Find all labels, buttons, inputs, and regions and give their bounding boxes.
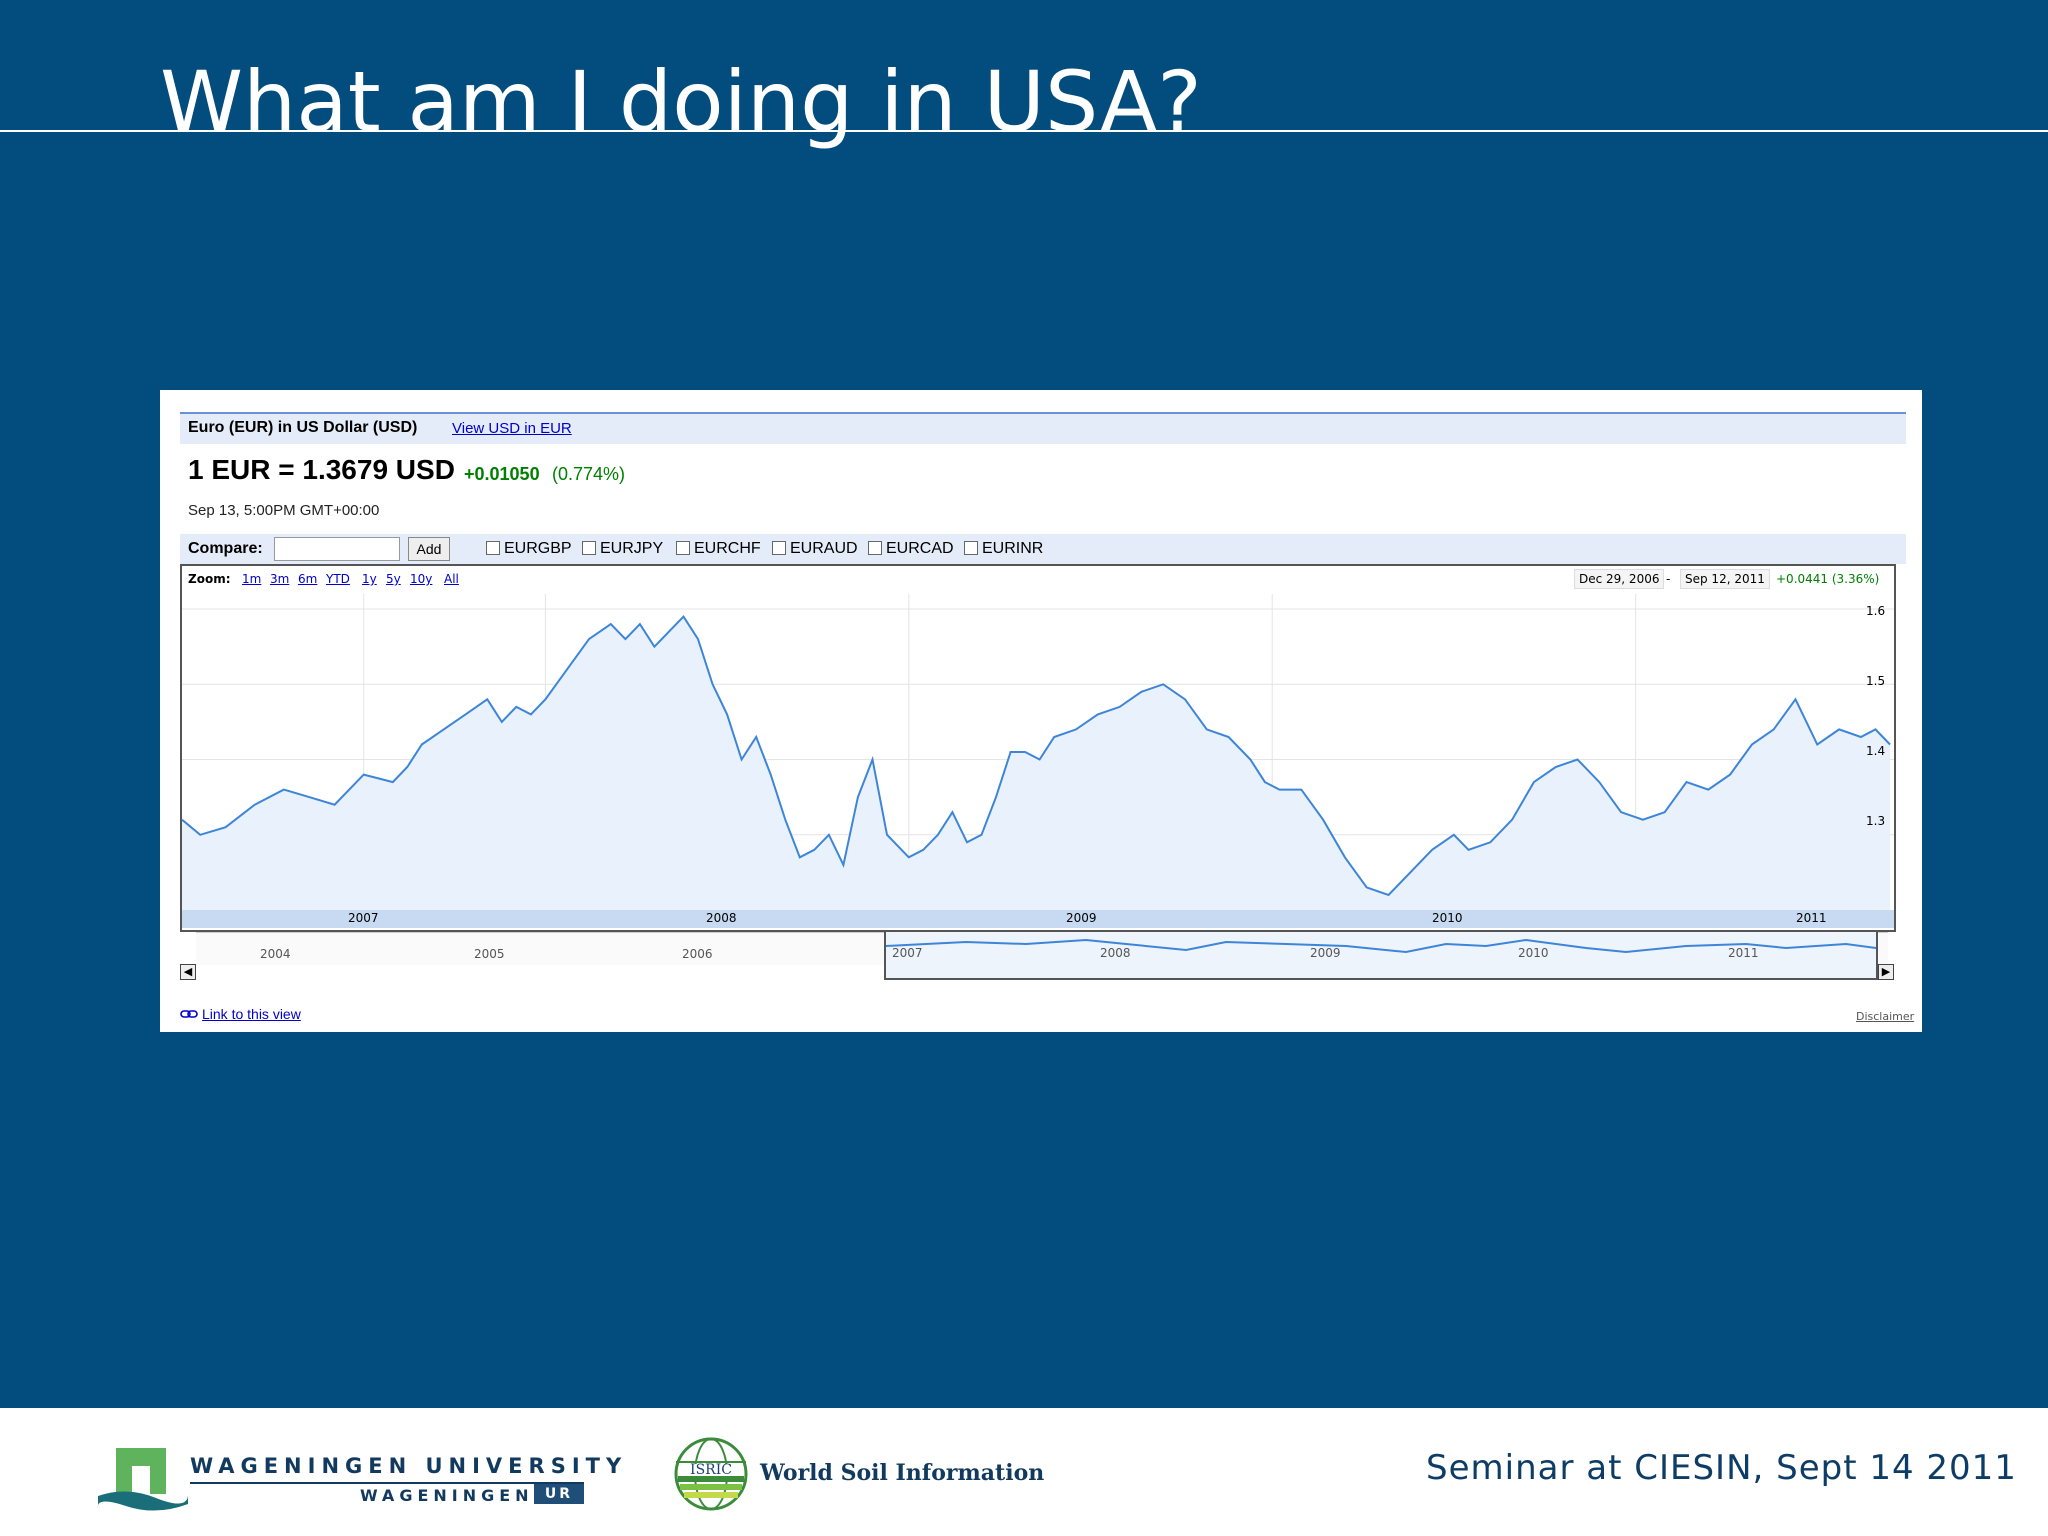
y-tick-1.3: 1.3: [1866, 814, 1886, 828]
nav-year-2006: 2006: [682, 947, 713, 961]
range-start-date[interactable]: Dec 29, 2006: [1574, 569, 1665, 589]
x-tick-2007: 2007: [348, 911, 379, 925]
slide-footer: WAGENINGEN UNIVERSITY WAGENINGEN UR ISRI…: [0, 1408, 2048, 1536]
add-button[interactable]: Add: [408, 537, 450, 561]
compare-bar: Compare: Add EURGBP EURJPY EURCHF EURAUD…: [180, 534, 1906, 564]
checkbox[interactable]: [676, 541, 690, 555]
view-usd-in-eur-link[interactable]: View USD in EUR: [452, 420, 572, 437]
compare-label-eurcad: EURCAD: [886, 540, 954, 557]
compare-eurgbp[interactable]: EURGBP: [486, 540, 572, 558]
scroll-right-button[interactable]: ▶: [1878, 964, 1894, 980]
timeline-sparkline: [885, 938, 1877, 954]
checkbox[interactable]: [772, 541, 786, 555]
nav-year-2011: 2011: [1728, 946, 1759, 960]
currency-pair-title: Euro (EUR) in US Dollar (USD): [188, 419, 418, 436]
timeline-navigator[interactable]: 2004 2005 2006 2007 2008 2009 2010 2011 …: [180, 932, 1894, 980]
nav-year-2004: 2004: [260, 947, 291, 961]
compare-eurcad[interactable]: EURCAD: [868, 540, 954, 558]
compare-eurchf[interactable]: EURCHF: [676, 540, 761, 558]
zoom-1m[interactable]: 1m: [242, 572, 262, 586]
compare-label: Compare:: [188, 540, 263, 557]
isric-badge-text: ISRIC: [690, 1462, 732, 1478]
checkbox[interactable]: [486, 541, 500, 555]
series-area: [182, 616, 1890, 910]
exchange-rate-quote: 1 EUR = 1.3679 USD: [188, 454, 455, 485]
price-chart[interactable]: Zoom: 1m 3m 6m YTD 1y 5y 10y All Dec 29,…: [180, 564, 1896, 932]
wageningen-logo-icon: [97, 1448, 188, 1511]
scroll-left-button[interactable]: ◀: [180, 964, 196, 980]
disclaimer-link[interactable]: Disclaimer: [1856, 1010, 1915, 1023]
compare-label-eurinr: EURINR: [982, 540, 1044, 557]
range-end-date[interactable]: Sep 12, 2011: [1680, 569, 1770, 589]
zoom-6m[interactable]: 6m: [298, 572, 318, 586]
compare-eurinr[interactable]: EURINR: [964, 540, 1043, 558]
seminar-footer-text: Seminar at CIESIN, Sept 14 2011: [1426, 1448, 2017, 1488]
year-axis: 2007 2008 2009 2010 2011: [182, 910, 1894, 928]
checkbox[interactable]: [964, 541, 978, 555]
wageningen-divider: [190, 1482, 584, 1484]
isric-globe-icon: ISRIC: [674, 1437, 748, 1511]
rate-change-percent: (0.774%): [552, 464, 626, 484]
compare-label-eurjpy: EURJPY: [600, 540, 664, 557]
zoom-1y[interactable]: 1y: [362, 572, 377, 586]
y-tick-1.5: 1.5: [1866, 674, 1886, 688]
x-tick-2008: 2008: [706, 911, 737, 925]
link-to-this-view[interactable]: Link to this view: [202, 1006, 301, 1022]
price-plot: [182, 594, 1894, 910]
zoom-10y[interactable]: 10y: [410, 572, 433, 586]
zoom-5y[interactable]: 5y: [386, 572, 401, 586]
zoom-label: Zoom:: [188, 572, 231, 586]
nav-year-2008: 2008: [1100, 946, 1131, 960]
compare-eurjpy[interactable]: EURJPY: [582, 540, 663, 558]
x-tick-2009: 2009: [1066, 911, 1097, 925]
nav-year-2009: 2009: [1310, 946, 1341, 960]
x-tick-2010: 2010: [1432, 911, 1463, 925]
wageningen-ur-text: WAGENINGEN: [360, 1486, 534, 1505]
wageningen-ur-badge: UR: [534, 1484, 584, 1504]
checkbox[interactable]: [582, 541, 596, 555]
range-separator: -: [1666, 572, 1671, 586]
compare-label-eurgbp: EURGBP: [504, 540, 572, 557]
zoom-3m[interactable]: 3m: [270, 572, 290, 586]
compare-label-eurchf: EURCHF: [694, 540, 761, 557]
finance-screenshot: Euro (EUR) in US Dollar (USD) View USD i…: [160, 390, 1922, 1032]
compare-euraud[interactable]: EURAUD: [772, 540, 858, 558]
nav-year-2010: 2010: [1518, 946, 1549, 960]
nav-year-2005: 2005: [474, 947, 505, 961]
quote-timestamp: Sep 13, 5:00PM GMT+00:00: [188, 502, 380, 519]
nav-year-2007: 2007: [892, 946, 923, 960]
y-tick-1.4: 1.4: [1866, 744, 1886, 758]
wageningen-university-text: WAGENINGEN UNIVERSITY: [190, 1454, 628, 1478]
x-tick-2011: 2011: [1796, 911, 1827, 925]
zoom-all[interactable]: All: [444, 572, 459, 586]
series-line: [182, 614, 1891, 897]
checkbox[interactable]: [868, 541, 882, 555]
y-tick-1.6: 1.6: [1866, 604, 1886, 618]
compare-input[interactable]: [274, 537, 400, 561]
rate-change: +0.01050: [464, 464, 540, 484]
slide-title: What am I doing in USA?: [160, 53, 1202, 151]
isric-tagline: World Soil Information: [760, 1460, 1045, 1486]
timeline-selection[interactable]: 2007 2008 2009 2010 2011: [884, 932, 1878, 980]
link-chain-icon: [180, 1010, 198, 1018]
zoom-ytd[interactable]: YTD: [326, 572, 350, 586]
title-rule: [0, 130, 2048, 132]
currency-header: Euro (EUR) in US Dollar (USD) View USD i…: [180, 412, 1906, 444]
compare-label-euraud: EURAUD: [790, 540, 858, 557]
range-change: +0.0441 (3.36%): [1776, 572, 1880, 586]
